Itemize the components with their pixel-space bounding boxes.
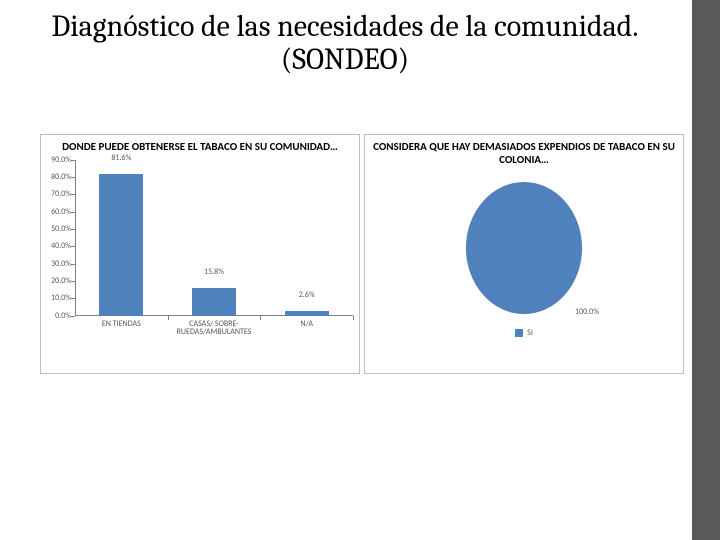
y-tick [71, 160, 75, 161]
y-tick [71, 316, 75, 317]
bar-chart-title: DONDE PUEDE OBTENERSE EL TABACO EN SU CO… [41, 135, 359, 156]
x-category-label: EN TIENDAS [77, 320, 166, 328]
bar [192, 288, 236, 315]
y-tick-label: 90.0% [51, 155, 71, 165]
y-tick [71, 229, 75, 230]
y-tick-label: 30.0% [51, 259, 71, 269]
slide-title: Diagnóstico de las necesidades de la com… [0, 10, 690, 76]
y-tick [71, 264, 75, 265]
y-tick [71, 281, 75, 282]
y-tick [71, 212, 75, 213]
x-category-label: CASAS/ SOBRE-RUEDAS/AMBULANTES [170, 320, 259, 337]
legend-swatch [515, 329, 523, 337]
pie-chart-title: CONSIDERA QUE HAY DEMASIADOS EXPENDIOS D… [365, 135, 683, 168]
bar [99, 174, 143, 315]
x-tick [168, 316, 169, 320]
y-axis [75, 160, 76, 316]
accent-stripe [692, 0, 720, 540]
bar-value-label: 15.8% [204, 267, 224, 277]
y-tick-label: 10.0% [51, 293, 71, 303]
bar-value-label: 81.6% [111, 153, 131, 163]
legend-label: SI [527, 328, 533, 338]
y-tick-label: 80.0% [51, 172, 71, 182]
bar-plot-area: 0.0%10.0%20.0%30.0%40.0%50.0%60.0%70.0%8… [75, 160, 353, 316]
pie-slice [466, 182, 582, 314]
y-tick [71, 246, 75, 247]
x-tick [260, 316, 261, 320]
y-tick-label: 70.0% [51, 189, 71, 199]
y-tick-label: 0.0% [55, 311, 71, 321]
bar [285, 311, 329, 316]
y-tick [71, 298, 75, 299]
pie-value-label: 100.0% [575, 307, 599, 317]
y-tick-label: 50.0% [51, 224, 71, 234]
y-tick-label: 60.0% [51, 207, 71, 217]
bar-value-label: 2.6% [299, 290, 315, 300]
charts-row: DONDE PUEDE OBTENERSE EL TABACO EN SU CO… [40, 134, 684, 374]
pie-legend: SI [365, 328, 683, 338]
y-tick-label: 40.0% [51, 241, 71, 251]
x-category-label: N/A [262, 320, 351, 328]
pie-svg [458, 182, 590, 314]
y-tick [71, 177, 75, 178]
y-tick [71, 194, 75, 195]
bar-chart: DONDE PUEDE OBTENERSE EL TABACO EN SU CO… [40, 134, 360, 374]
x-tick [353, 316, 354, 320]
pie-plot-area [365, 182, 683, 314]
pie-chart: CONSIDERA QUE HAY DEMASIADOS EXPENDIOS D… [364, 134, 684, 374]
y-tick-label: 20.0% [51, 276, 71, 286]
